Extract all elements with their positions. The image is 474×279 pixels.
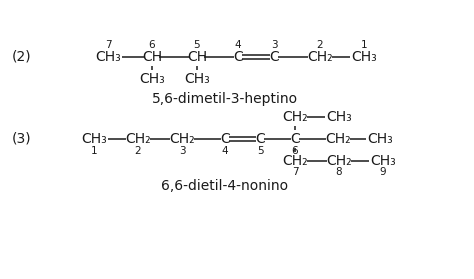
Text: CH: CH xyxy=(187,50,207,64)
Text: CH₃: CH₃ xyxy=(351,50,377,64)
Text: CH₂: CH₂ xyxy=(282,110,308,124)
Text: CH₃: CH₃ xyxy=(184,72,210,86)
Text: CH₂: CH₂ xyxy=(125,132,151,146)
Text: 2: 2 xyxy=(317,40,323,50)
Text: C: C xyxy=(269,50,279,64)
Text: 5: 5 xyxy=(257,146,264,156)
Text: C: C xyxy=(290,132,300,146)
Text: 5: 5 xyxy=(194,40,201,50)
Text: CH: CH xyxy=(142,50,162,64)
Text: 9: 9 xyxy=(380,167,386,177)
Text: C: C xyxy=(255,132,265,146)
Text: CH₃: CH₃ xyxy=(95,50,121,64)
Text: CH₃: CH₃ xyxy=(367,132,393,146)
Text: 2: 2 xyxy=(135,146,141,156)
Text: 5,6-dimetil-3-heptino: 5,6-dimetil-3-heptino xyxy=(152,92,298,106)
Text: 6: 6 xyxy=(292,146,298,156)
Text: 7: 7 xyxy=(105,40,111,50)
Text: CH₂: CH₂ xyxy=(282,154,308,168)
Text: 8: 8 xyxy=(336,167,342,177)
Text: CH₃: CH₃ xyxy=(370,154,396,168)
Text: 3: 3 xyxy=(271,40,277,50)
Text: 7: 7 xyxy=(292,167,298,177)
Text: (2): (2) xyxy=(12,50,32,64)
Text: CH₃: CH₃ xyxy=(326,110,352,124)
Text: 1: 1 xyxy=(361,40,367,50)
Text: 4: 4 xyxy=(235,40,241,50)
Text: 4: 4 xyxy=(222,146,228,156)
Text: CH₃: CH₃ xyxy=(139,72,165,86)
Text: CH₂: CH₂ xyxy=(307,50,333,64)
Text: CH₂: CH₂ xyxy=(169,132,195,146)
Text: CH₂: CH₂ xyxy=(326,154,352,168)
Text: 6,6-dietil-4-nonino: 6,6-dietil-4-nonino xyxy=(162,179,289,193)
Text: CH₂: CH₂ xyxy=(325,132,351,146)
Text: 6: 6 xyxy=(149,40,155,50)
Text: CH₃: CH₃ xyxy=(81,132,107,146)
Text: C: C xyxy=(220,132,230,146)
Text: 3: 3 xyxy=(179,146,185,156)
Text: 1: 1 xyxy=(91,146,97,156)
Text: (3): (3) xyxy=(12,132,32,146)
Text: C: C xyxy=(233,50,243,64)
